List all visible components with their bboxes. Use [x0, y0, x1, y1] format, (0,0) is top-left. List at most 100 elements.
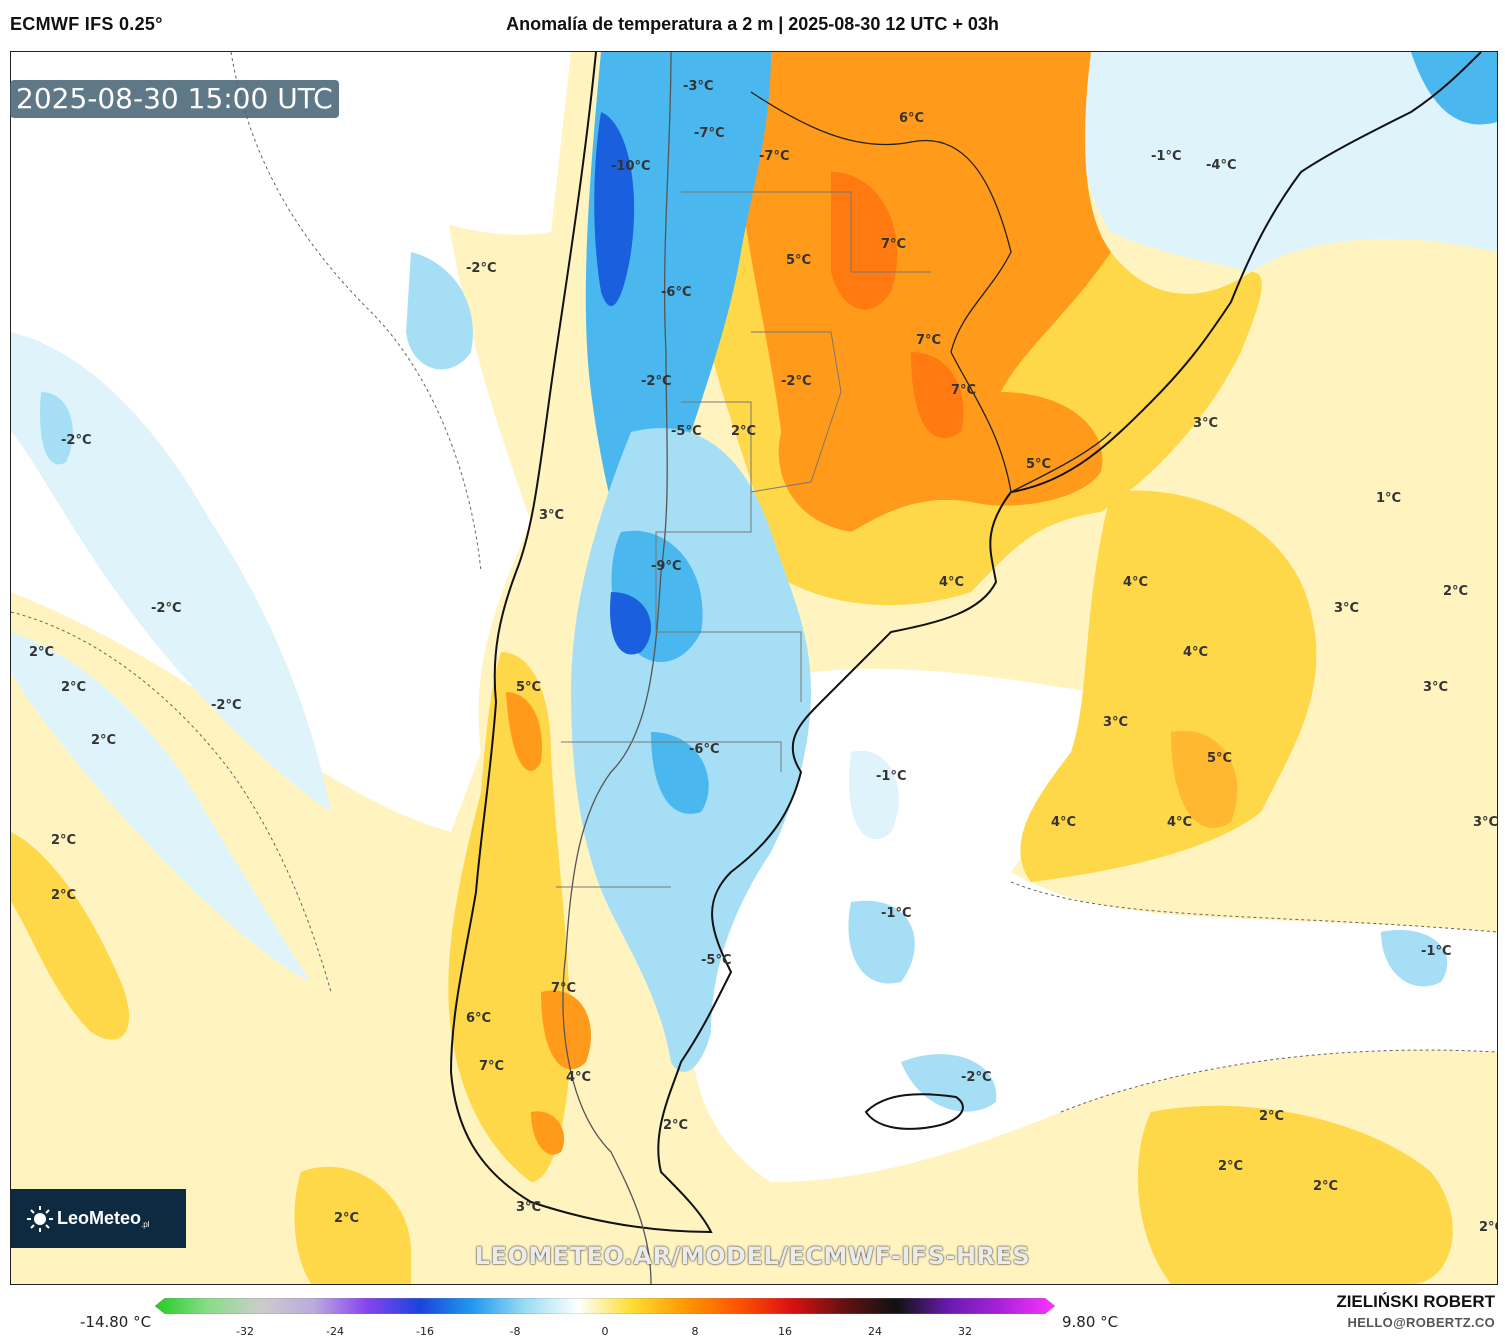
contour-label: -4°C: [1206, 158, 1236, 173]
contour-label: -5°C: [671, 424, 701, 439]
contour-line: [230, 52, 482, 573]
contour-label: 7°C: [916, 333, 941, 348]
contour-label: -6°C: [661, 285, 691, 300]
contour-line: [1060, 1049, 1497, 1113]
contour-label: 7°C: [881, 237, 906, 252]
andes-deep-cool: [594, 112, 635, 307]
uruguay-border: [950, 351, 1112, 493]
pacific-cool-band: [11, 332, 331, 812]
contour-label: -7°C: [694, 126, 724, 141]
contour-label: 4°C: [939, 575, 964, 590]
atlantic-cool-patch-2: [848, 900, 915, 984]
anomaly-map: -10°C -3°C -7°C -7°C 6°C -1°C -4°C -2°C -6°C 5°C 7…: [11, 52, 1497, 1284]
contour-label: -1°C: [881, 906, 911, 921]
contour-label: 4°C: [1167, 815, 1192, 830]
contour-label: 4°C: [566, 1070, 591, 1085]
contour-label: -1°C: [1421, 944, 1451, 959]
contour-label: 2°C: [29, 645, 54, 660]
colorbar: [155, 1298, 1055, 1314]
pacific-neutral-area: [11, 52, 531, 832]
south-andes-warm-core-2: [531, 1111, 565, 1155]
contour-label: 3°C: [1423, 680, 1448, 695]
contour-label: 2°C: [51, 888, 76, 903]
colorbar-max-label: 9.80 °C: [1062, 1313, 1119, 1331]
contour-label: 2°C: [663, 1118, 688, 1133]
brazil-cool-core: [1411, 52, 1497, 125]
atlantic-warm-plume-core: [1171, 730, 1238, 828]
chile-coast-warm-core: [506, 692, 542, 771]
northern-border: [750, 91, 1012, 353]
contour-label: 2°C: [1313, 1179, 1338, 1194]
continental-warm-max-2: [911, 352, 964, 439]
contour-label: -2°C: [211, 698, 241, 713]
pacific-warm-patch-south: [294, 1166, 411, 1284]
contour-label: 7°C: [551, 981, 576, 996]
south-atlantic-warm-patch: [1137, 1105, 1453, 1284]
contour-labels: -10°C -3°C -7°C -7°C 6°C -1°C -4°C -2°C -6°C 5°C 7…: [29, 79, 1497, 1235]
brazil-cool-area: [1082, 52, 1497, 272]
contour-label: 2°C: [91, 733, 116, 748]
contour-label: -2°C: [961, 1070, 991, 1085]
contour-label: 4°C: [1183, 645, 1208, 660]
contour-label: 2°C: [1443, 584, 1468, 599]
contour-label: 3°C: [539, 508, 564, 523]
pacific-warm-patch: [11, 832, 130, 1040]
contour-label: 3°C: [1103, 715, 1128, 730]
contour-label: 2°C: [61, 680, 86, 695]
contour-label: 7°C: [479, 1059, 504, 1074]
logo-brand: LeoMeteo: [57, 1208, 142, 1228]
contour-label: -2°C: [151, 601, 181, 616]
contour-label: 2°C: [1479, 1220, 1497, 1235]
contour-label: -1°C: [1151, 149, 1181, 164]
valid-time-badge: 2025-08-30 15:00 UTC: [10, 80, 339, 118]
province-border-4: [561, 741, 782, 772]
contour-label: -6°C: [689, 742, 719, 757]
contour-label: 2°C: [731, 424, 756, 439]
contour-label: 5°C: [516, 680, 541, 695]
contour-label: 5°C: [786, 253, 811, 268]
colorbar-tick: -8: [509, 1325, 521, 1338]
model-name: ECMWF IFS 0.25°: [10, 14, 163, 34]
map-panel[interactable]: -10°C -3°C -7°C -7°C 6°C -1°C -4°C -2°C -6°C 5°C 7…: [10, 51, 1498, 1285]
contour-label: -5°C: [701, 953, 731, 968]
colorbar-tick: -16: [416, 1325, 434, 1338]
contour-label: 3°C: [1193, 416, 1218, 431]
patagonia-deep-core: [610, 592, 651, 655]
chart-title: Anomalía de temperatura a 2 m | 2025-08-…: [506, 14, 999, 34]
colorbar-gradient: [155, 1298, 1055, 1314]
pacific-cool-band-south: [11, 632, 311, 982]
south-andes-warm-core: [541, 990, 591, 1070]
atlantic-cool-patch: [849, 750, 899, 840]
patagonia-cool-core-2: [651, 732, 709, 814]
author-credit: ZIELIŃSKI ROBERT HELLO@ROBERTZ.CO: [1336, 1292, 1495, 1330]
model-url-watermark: LEOMETEO.AR/MODEL/ECMWF-IFS-HRES: [474, 1242, 1031, 1270]
colorbar-tick: 16: [778, 1325, 792, 1338]
contour-label: -7°C: [759, 149, 789, 164]
logo-text: LeoMeteo.pl: [57, 1208, 149, 1229]
contour-label: -1°C: [876, 769, 906, 784]
contour-label: -3°C: [683, 79, 713, 94]
contour-label: -9°C: [651, 559, 681, 574]
contour-label: 3°C: [516, 1200, 541, 1215]
atlantic-warm-plume: [1020, 490, 1317, 882]
contour-label: 5°C: [1207, 751, 1232, 766]
colorbar-tick: 8: [691, 1325, 699, 1338]
falkland-islands: [864, 1093, 964, 1130]
contour-label: -2°C: [466, 261, 496, 276]
province-border-1: [681, 191, 931, 273]
contour-label: 3°C: [1473, 815, 1497, 830]
author-email[interactable]: HELLO@ROBERTZ.CO: [1347, 1315, 1495, 1330]
colorbar-min-label: -14.80 °C: [80, 1313, 152, 1331]
chile-argentina-border: [562, 52, 672, 1284]
contour-line: [1010, 881, 1497, 933]
contour-label: 4°C: [1051, 815, 1076, 830]
author-name: ZIELIŃSKI ROBERT: [1336, 1292, 1495, 1311]
coastline: [449, 52, 1482, 1234]
contour-label: -2°C: [61, 433, 91, 448]
contour-label: 2°C: [1259, 1109, 1284, 1124]
continental-warm-ring: [707, 192, 1262, 606]
colorbar-tick: -32: [236, 1325, 254, 1338]
contour-label: -2°C: [781, 374, 811, 389]
contour-label: 2°C: [334, 1211, 359, 1226]
leometeo-logo[interactable]: LeoMeteo.pl: [11, 1189, 186, 1248]
